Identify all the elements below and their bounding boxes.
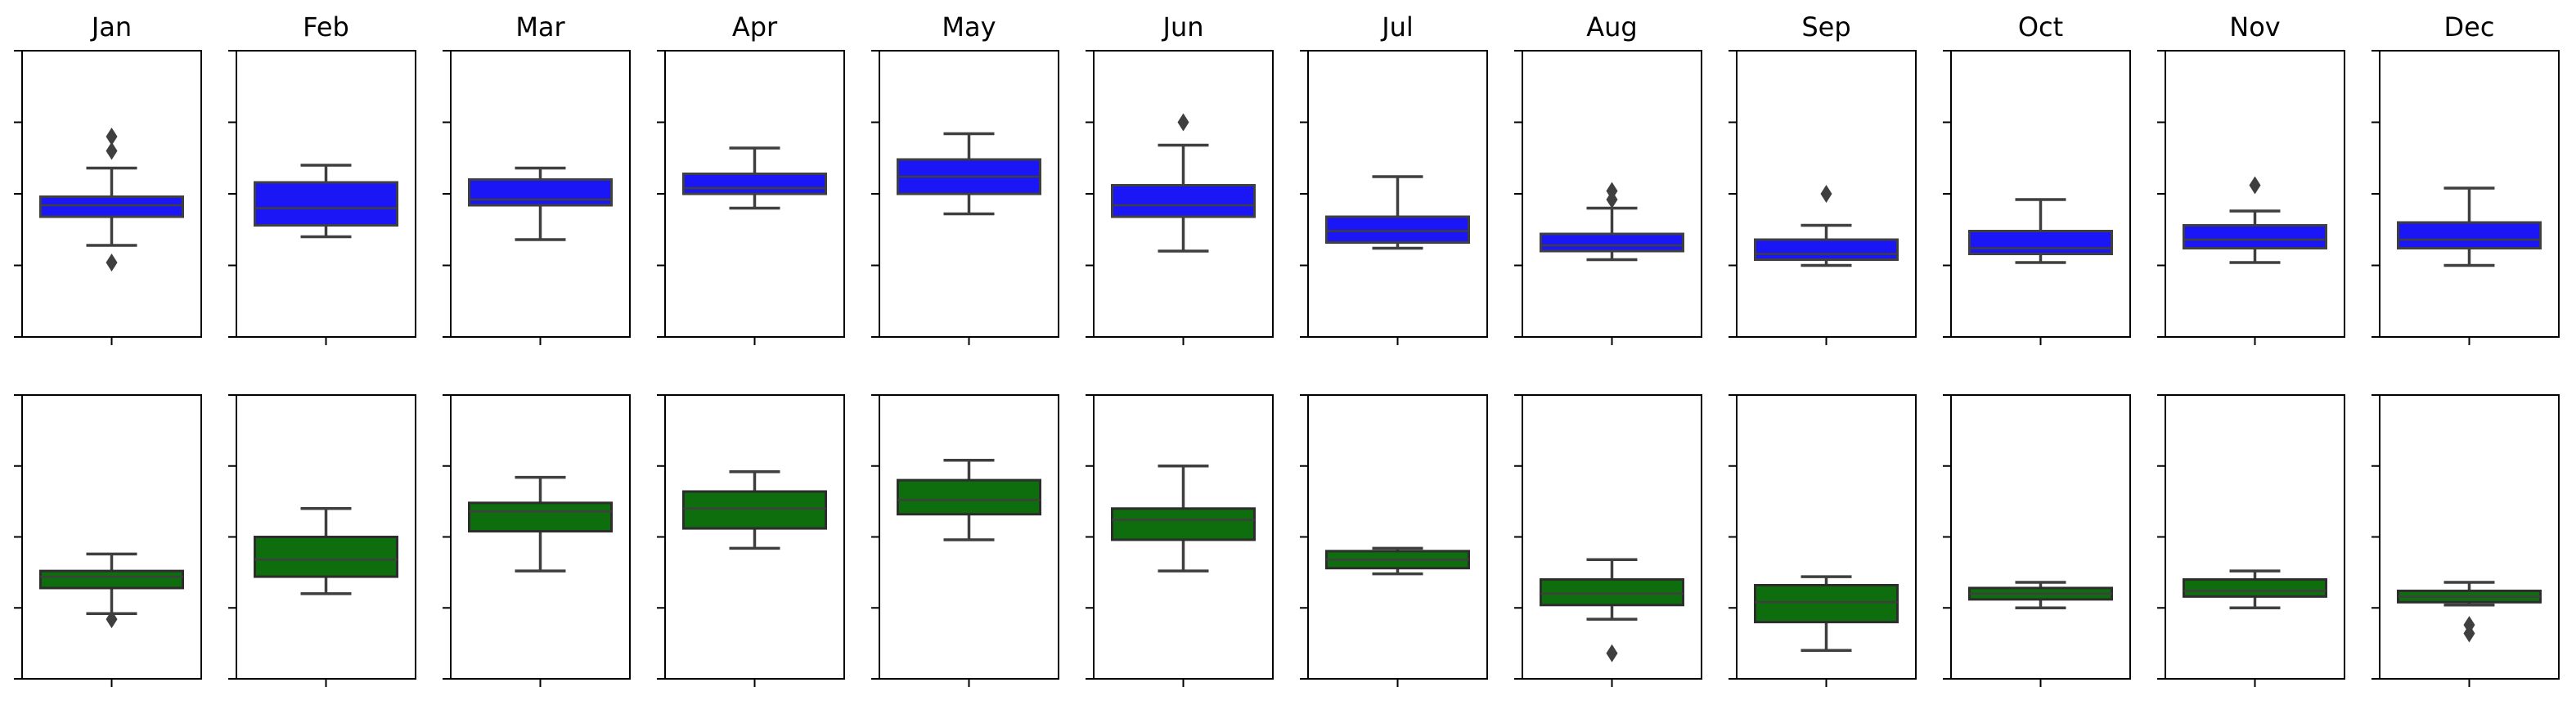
box-top-sep — [1754, 238, 1899, 261]
box-top-nov — [2183, 224, 2327, 249]
outlier-point-top-jan-2 — [106, 128, 118, 146]
box-bottom-apr — [682, 490, 827, 530]
box-top-oct — [1968, 230, 2113, 255]
month-title-feb: Feb — [303, 11, 349, 43]
box-bottom-jan — [39, 569, 184, 590]
month-title-apr: Apr — [732, 11, 778, 43]
panel-frame-bottom-aug — [1522, 394, 1702, 680]
month-title-may: May — [942, 11, 996, 43]
panel-frame-bottom-jul — [1307, 394, 1488, 680]
box-bottom-aug — [1540, 578, 1684, 607]
box-bottom-sep — [1754, 583, 1899, 624]
box-bottom-feb — [254, 536, 398, 578]
outlier-point-top-jan-0 — [106, 254, 118, 272]
month-title-nov: Nov — [2229, 11, 2280, 43]
outlier-point-top-jun-0 — [1177, 113, 1189, 132]
box-bottom-mar — [468, 501, 613, 533]
outlier-point-top-nov-0 — [2249, 176, 2261, 195]
box-top-feb — [254, 181, 398, 227]
box-top-jan — [39, 195, 184, 218]
month-title-jul: Jul — [1380, 11, 1414, 43]
box-bottom-may — [897, 478, 1041, 516]
box-top-jun — [1111, 184, 1256, 218]
month-title-aug: Aug — [1586, 11, 1637, 43]
panel-frame-bottom-jan — [21, 394, 202, 680]
month-title-sep: Sep — [1801, 11, 1850, 43]
outlier-point-bottom-dec-1 — [2463, 616, 2475, 635]
outlier-point-bottom-aug-0 — [1606, 644, 1618, 662]
month-title-dec: Dec — [2444, 11, 2495, 43]
box-bottom-jun — [1111, 507, 1256, 541]
month-title-mar: Mar — [515, 11, 565, 43]
panel-frame-top-oct — [1950, 50, 2131, 338]
box-top-aug — [1540, 232, 1684, 253]
box-top-jul — [1325, 215, 1470, 244]
outlier-point-top-sep-0 — [1820, 185, 1832, 203]
box-bottom-nov — [2183, 578, 2327, 598]
outlier-point-bottom-jan-0 — [106, 610, 118, 629]
outlier-point-top-jan-1 — [106, 141, 118, 160]
panel-frame-bottom-nov — [2165, 394, 2345, 680]
box-top-mar — [468, 178, 613, 207]
box-top-dec — [2397, 221, 2542, 249]
panel-frame-bottom-oct — [1950, 394, 2131, 680]
outlier-point-top-aug-1 — [1606, 182, 1618, 200]
box-top-apr — [682, 173, 827, 195]
month-title-oct: Oct — [2018, 11, 2063, 43]
month-title-jun: Jun — [1162, 11, 1204, 43]
month-title-jan: Jan — [90, 11, 132, 43]
